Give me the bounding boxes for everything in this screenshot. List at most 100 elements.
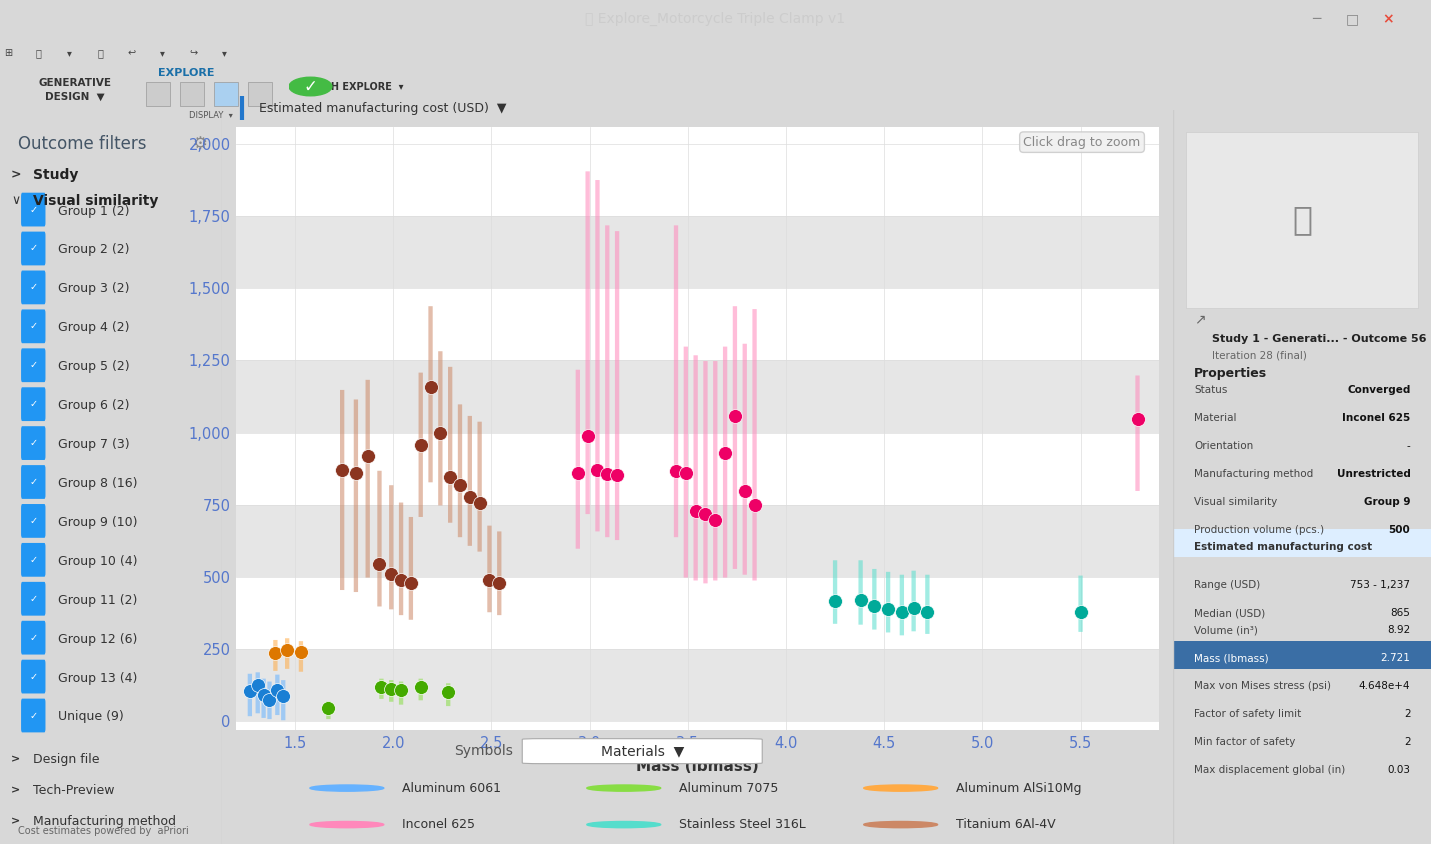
Point <box>863 600 886 614</box>
FancyBboxPatch shape <box>379 679 384 699</box>
FancyBboxPatch shape <box>438 351 442 506</box>
Text: ↗: ↗ <box>1193 312 1206 326</box>
Text: Aluminum 7075: Aluminum 7075 <box>680 782 778 794</box>
Text: Design file: Design file <box>33 753 100 766</box>
Text: Inconel 625: Inconel 625 <box>402 818 475 831</box>
Text: 0.03: 0.03 <box>1388 765 1411 775</box>
Text: 500: 500 <box>1388 525 1411 534</box>
Text: ✓: ✓ <box>29 204 37 214</box>
FancyBboxPatch shape <box>833 560 837 624</box>
Point <box>379 567 402 581</box>
Bar <box>1186 132 1418 308</box>
Point <box>289 645 312 658</box>
Bar <box>1173 529 1431 557</box>
Text: Median (USD): Median (USD) <box>1193 609 1265 619</box>
Text: 753 - 1,237: 753 - 1,237 <box>1351 581 1411 591</box>
Point <box>743 499 766 512</box>
Bar <box>213 82 238 106</box>
Text: Volume (in³): Volume (in³) <box>1193 625 1258 636</box>
Text: Manufacturing method: Manufacturing method <box>33 814 176 828</box>
Text: Study: Study <box>33 169 79 182</box>
Point <box>595 467 618 480</box>
FancyBboxPatch shape <box>21 504 46 538</box>
Text: ✓: ✓ <box>29 283 37 292</box>
Text: ✓: ✓ <box>29 438 37 448</box>
Text: Mass (lbmass): Mass (lbmass) <box>1193 653 1269 663</box>
Text: ▾: ▾ <box>160 48 165 58</box>
Text: Group 2 (2): Group 2 (2) <box>57 243 129 257</box>
Point <box>587 463 610 476</box>
Point <box>263 646 286 659</box>
FancyBboxPatch shape <box>21 582 46 615</box>
FancyBboxPatch shape <box>575 370 580 549</box>
Point <box>331 463 353 477</box>
Bar <box>180 82 205 106</box>
FancyBboxPatch shape <box>418 679 424 701</box>
Text: Group 9: Group 9 <box>1364 496 1411 506</box>
Text: Inconel 625: Inconel 625 <box>1342 413 1411 423</box>
Point <box>890 605 913 619</box>
Text: Group 7 (3): Group 7 (3) <box>57 438 129 451</box>
FancyBboxPatch shape <box>723 347 727 577</box>
Text: ✓: ✓ <box>29 633 37 642</box>
Text: 🔩: 🔩 <box>1292 203 1312 236</box>
Point <box>824 594 847 608</box>
Text: ⊞: ⊞ <box>4 48 11 58</box>
Circle shape <box>864 821 937 828</box>
Text: ✓: ✓ <box>29 244 37 253</box>
FancyBboxPatch shape <box>873 569 877 630</box>
Text: Manufacturing method: Manufacturing method <box>1193 468 1314 479</box>
Text: -: - <box>1407 441 1411 451</box>
FancyBboxPatch shape <box>886 572 890 632</box>
Text: Aluminum AlSi10Mg: Aluminum AlSi10Mg <box>956 782 1082 794</box>
Point <box>439 470 462 484</box>
Text: Estimated manufacturing cost: Estimated manufacturing cost <box>1193 542 1372 552</box>
Text: DESIGN  ▼: DESIGN ▼ <box>46 92 104 102</box>
Text: ▾: ▾ <box>67 48 72 58</box>
FancyBboxPatch shape <box>478 422 482 552</box>
FancyBboxPatch shape <box>753 309 757 581</box>
Text: DISPLAY  ▾: DISPLAY ▾ <box>189 111 233 120</box>
FancyBboxPatch shape <box>21 192 46 226</box>
Point <box>468 495 491 509</box>
Circle shape <box>864 785 937 791</box>
Text: 8.92: 8.92 <box>1387 625 1411 636</box>
Point <box>674 466 697 479</box>
FancyBboxPatch shape <box>418 372 424 517</box>
Text: 📄: 📄 <box>36 48 41 58</box>
Text: Group 11 (2): Group 11 (2) <box>57 593 137 607</box>
Text: Group 1 (2): Group 1 (2) <box>57 204 129 218</box>
Text: ✓: ✓ <box>29 516 37 526</box>
Text: Click drag to zoom: Click drag to zoom <box>1023 136 1141 149</box>
FancyBboxPatch shape <box>859 560 863 625</box>
FancyBboxPatch shape <box>21 310 46 344</box>
Text: ✓: ✓ <box>29 322 37 332</box>
Point <box>345 467 368 480</box>
Text: Visual similarity: Visual similarity <box>1193 496 1278 506</box>
Text: >: > <box>11 786 20 795</box>
Point <box>458 490 481 504</box>
FancyBboxPatch shape <box>446 684 451 706</box>
Text: Group 4 (2): Group 4 (2) <box>57 322 129 334</box>
FancyBboxPatch shape <box>21 660 46 694</box>
FancyBboxPatch shape <box>428 306 432 482</box>
Circle shape <box>311 785 384 791</box>
Text: Group 10 (4): Group 10 (4) <box>57 555 137 568</box>
FancyBboxPatch shape <box>743 344 747 575</box>
Circle shape <box>289 77 332 95</box>
Text: Visual similarity: Visual similarity <box>33 194 159 208</box>
Text: EXPLORE: EXPLORE <box>159 68 215 78</box>
FancyBboxPatch shape <box>21 271 46 305</box>
Text: ⚙: ⚙ <box>192 135 207 154</box>
FancyBboxPatch shape <box>275 674 279 715</box>
Text: Group 8 (16): Group 8 (16) <box>57 477 137 490</box>
FancyBboxPatch shape <box>399 682 404 705</box>
FancyBboxPatch shape <box>262 679 266 718</box>
Text: 4.648e+4: 4.648e+4 <box>1359 681 1411 691</box>
Text: Materials  ▼: Materials ▼ <box>601 744 684 758</box>
Text: Estimated manufacturing cost (USD)  ▼: Estimated manufacturing cost (USD) ▼ <box>259 101 507 115</box>
Point <box>714 446 737 460</box>
Point <box>266 684 289 697</box>
Text: Group 9 (10): Group 9 (10) <box>57 516 137 529</box>
Text: ✓: ✓ <box>29 672 37 682</box>
